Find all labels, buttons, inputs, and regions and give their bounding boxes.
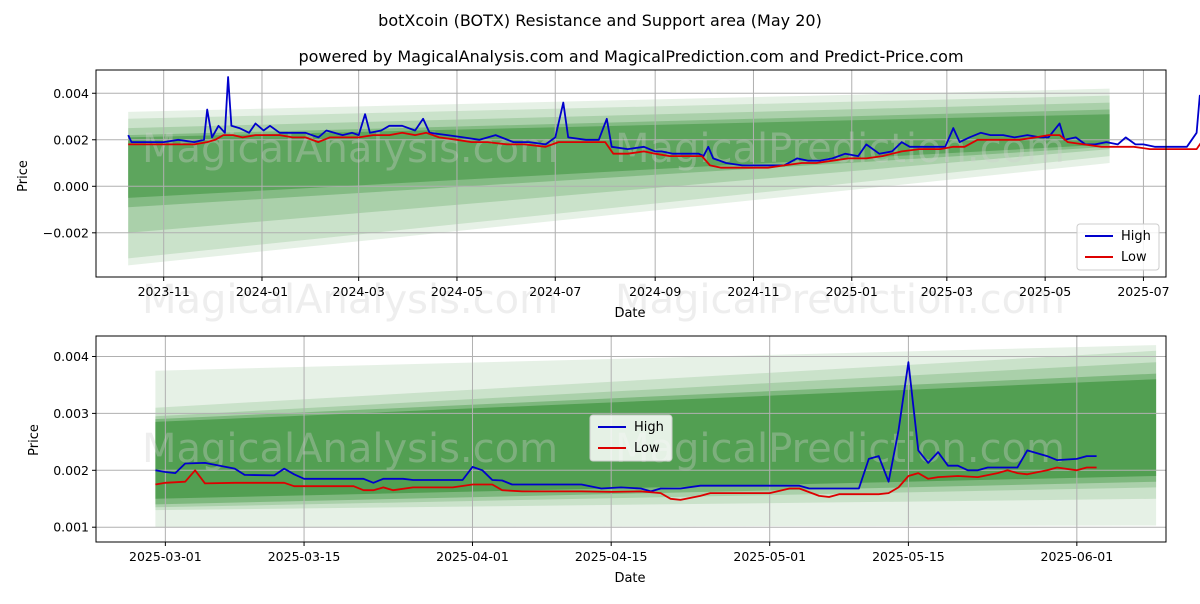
top-ytick-label-2: 0.002 bbox=[53, 132, 89, 147]
bottom-xtick-label-1: 2025-03-15 bbox=[268, 549, 341, 564]
top-xtick-label-9: 2025-05 bbox=[1019, 284, 1071, 299]
bottom-ytick-label-0: 0.001 bbox=[53, 520, 89, 535]
top-band-1 bbox=[128, 95, 1110, 259]
top-xtick-label-3: 2024-05 bbox=[431, 284, 483, 299]
bottom-xtick-label-6: 2025-06-01 bbox=[1041, 549, 1114, 564]
bottom-xtick-label-3: 2025-04-15 bbox=[575, 549, 648, 564]
top-series bbox=[127, 76, 1200, 169]
top-legend-high-label: High bbox=[1121, 229, 1151, 244]
bottom-panel: MagicalAnalysis.com MagicalPrediction.co… bbox=[27, 335, 1167, 586]
top-axes-frame bbox=[95, 69, 1167, 278]
top-ylabel: Price bbox=[16, 160, 31, 192]
bottom-legend-low-label: Low bbox=[634, 441, 660, 456]
top-panel: MagicalAnalysis.com MagicalPrediction.co… bbox=[16, 69, 1200, 323]
bottom-xtick-label-0: 2025-03-01 bbox=[129, 549, 202, 564]
bottom-ytick-label-3: 0.004 bbox=[53, 349, 89, 364]
top-watermark-4: MagicalPrediction.com bbox=[615, 277, 1065, 323]
top-series-low bbox=[128, 131, 1200, 169]
top-xlabel: Date bbox=[614, 306, 645, 321]
top-xtick-label-0: 2023-11 bbox=[138, 284, 190, 299]
top-xtick-label-6: 2024-11 bbox=[727, 284, 779, 299]
bottom-ytick-label-1: 0.002 bbox=[53, 463, 89, 478]
top-legend: High Low bbox=[1076, 223, 1160, 271]
top-ytick-label-1: 0.000 bbox=[53, 179, 89, 194]
bottom-watermark-1: MagicalAnalysis.com bbox=[142, 426, 558, 472]
bottom-xtick-label-4: 2025-05-01 bbox=[733, 549, 806, 564]
bottom-series-low bbox=[155, 466, 1097, 501]
bottom-xtick-label-2: 2025-04-01 bbox=[436, 549, 509, 564]
bottom-ytick-label-2: 0.003 bbox=[53, 406, 89, 421]
bottom-ylabel: Price bbox=[27, 424, 42, 456]
bottom-watermark-2: MagicalPrediction.com bbox=[615, 426, 1065, 472]
top-ytick-label-3: 0.004 bbox=[53, 86, 89, 101]
top-xtick-label-5: 2024-09 bbox=[629, 284, 681, 299]
bottom-legend: High Low bbox=[589, 414, 673, 462]
top-xtick-label-4: 2024-07 bbox=[529, 284, 581, 299]
bottom-xlabel: Date bbox=[614, 571, 645, 586]
chart-subtitle: powered by MagicalAnalysis.com and Magic… bbox=[298, 47, 963, 66]
top-band-3 bbox=[128, 109, 1110, 208]
bottom-xtick-label-5: 2025-05-15 bbox=[872, 549, 945, 564]
top-legend-low-label: Low bbox=[1121, 250, 1147, 265]
top-ticks: 2023-11 2024-01 2024-03 2024-05 2024-07 2024-… bbox=[43, 86, 1170, 299]
top-xtick-label-10: 2025-07 bbox=[1117, 284, 1169, 299]
chart-title: botXcoin (BOTX) Resistance and Support a… bbox=[378, 11, 822, 30]
bottom-series-high bbox=[155, 361, 1097, 493]
top-xtick-label-1: 2024-01 bbox=[236, 284, 288, 299]
top-watermark-2: MagicalPrediction.com bbox=[615, 126, 1065, 172]
top-xtick-label-7: 2025-01 bbox=[826, 284, 878, 299]
top-bands bbox=[128, 88, 1110, 266]
top-xtick-label-8: 2025-03 bbox=[921, 284, 973, 299]
bottom-ticks: 2025-03-01 2025-03-15 2025-04-01 2025-04-15… bbox=[53, 349, 1113, 564]
bottom-axes-frame bbox=[95, 335, 1167, 543]
top-watermark-3: MagicalAnalysis.com bbox=[142, 277, 558, 323]
bottom-grid bbox=[96, 336, 1166, 542]
top-ytick-label-0: −0.002 bbox=[43, 225, 89, 240]
bottom-series bbox=[155, 361, 1097, 501]
top-series-high bbox=[127, 76, 1200, 167]
bottom-legend-high-label: High bbox=[634, 420, 664, 435]
top-xtick-label-2: 2024-03 bbox=[333, 284, 385, 299]
